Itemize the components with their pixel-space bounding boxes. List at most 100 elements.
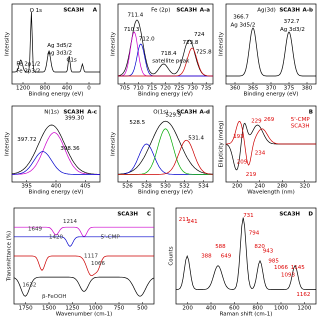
panel-sample: SCA3H	[63, 110, 84, 116]
annotation: 366.7	[233, 14, 249, 20]
annotation: 1632	[22, 282, 36, 288]
curve	[226, 27, 316, 77]
annotation: 5'-CMP	[291, 117, 311, 123]
x-tick-label: 375	[284, 86, 295, 92]
x-tick-label: 320	[300, 184, 311, 190]
annotation: 985	[268, 258, 279, 264]
x-tick-label: 280	[277, 184, 288, 190]
panel-label: A-a	[200, 8, 211, 14]
curve	[117, 120, 214, 175]
annotation: Fe 2p1/2	[16, 62, 40, 68]
x-axis-label: Binding energy (eV)	[29, 92, 84, 98]
x-tick-label: 600	[229, 306, 240, 312]
panel-title: O(1s)	[153, 110, 168, 116]
x-tick-label: 715	[147, 86, 158, 92]
panel-label: A-d	[200, 110, 211, 116]
x-axis-label: Binding energy (eV)	[138, 92, 193, 98]
annotation: 731	[243, 213, 254, 219]
x-tick-label: 405	[80, 184, 91, 190]
annotation: 529.9	[166, 113, 182, 119]
x-tick-label: 500	[137, 306, 148, 312]
x-tick-label: 530	[160, 184, 171, 190]
x-tick-label: 1500	[42, 306, 56, 312]
annotation: 710.3	[124, 27, 140, 33]
x-tick-label: 370	[266, 86, 277, 92]
curve	[13, 276, 155, 297]
panel-label: D	[308, 212, 313, 218]
panel-label: C	[147, 212, 151, 218]
x-tick-label: 750	[114, 306, 125, 312]
x-tick-label: 526	[122, 184, 133, 190]
y-axis-label: Intensity	[219, 31, 225, 56]
annotation: 588	[215, 244, 226, 250]
annotation: 1093	[281, 273, 295, 279]
annotation: 725.8	[196, 50, 212, 56]
annotation: 531.4	[188, 135, 204, 141]
curve	[12, 11, 100, 73]
panel-sample: SCA3H	[63, 8, 84, 14]
x-tick-label: 710	[133, 86, 144, 92]
annotation: Ag 3d5/2	[231, 22, 256, 28]
annotation: 820	[254, 244, 265, 250]
x-axis-label: Raman shift (cm-1)	[220, 312, 273, 318]
annotation: 1066	[274, 265, 288, 271]
panel-label: A-b	[303, 8, 314, 14]
annotation: Ag 3d5/2	[47, 43, 72, 49]
x-tick-label: 800	[40, 86, 51, 92]
x-tick-label: 532	[179, 184, 190, 190]
annotation: 1145	[291, 265, 305, 271]
annotation: 234	[255, 151, 266, 157]
x-tick-label: 1250	[65, 306, 79, 312]
x-axis-label: Wavenumber (cm-1)	[56, 312, 112, 318]
annotation: 399.30	[65, 116, 85, 122]
curve	[14, 255, 154, 276]
annotation: β-FeOOH	[42, 294, 67, 300]
annotation: Ag 3d3/2	[47, 50, 72, 56]
curve	[118, 139, 213, 175]
x-tick-label: 730	[187, 86, 198, 92]
x-tick-label: 1200	[297, 306, 311, 312]
panel-label: A	[93, 8, 98, 14]
annotation: 269	[264, 117, 275, 123]
annotation: 1117	[84, 254, 98, 260]
x-axis-label: Binding energy (eV)	[244, 92, 299, 98]
annotation: 1649	[28, 227, 42, 233]
x-tick-label: 528	[141, 184, 152, 190]
curve	[117, 19, 213, 77]
panel-sample: SCA3H	[176, 110, 197, 116]
panel-frame	[11, 3, 101, 85]
annotation: 718.4	[161, 51, 177, 57]
panel-sample: SCA3H	[279, 8, 300, 14]
x-tick-label: 725	[174, 86, 185, 92]
y-axis-label: Intensity	[5, 131, 11, 156]
x-tick-label: 400	[51, 184, 62, 190]
panel-title: Fe (2p)	[151, 8, 170, 14]
panel-sample: SCA3H	[117, 212, 138, 218]
annotation: 241	[187, 219, 198, 225]
y-axis-label: Counts	[169, 246, 175, 265]
annotation: 388	[201, 254, 212, 260]
curve	[11, 124, 100, 175]
x-tick-label: 400	[62, 86, 73, 92]
curve	[11, 151, 100, 175]
x-tick-label: 365	[248, 86, 259, 92]
x-axis-label: Binding energy (eV)	[29, 190, 84, 196]
annotation: 398.36	[60, 146, 80, 152]
x-axis-label: Binding energy (eV)	[138, 190, 193, 196]
x-tick-label: 1750	[19, 306, 33, 312]
panel-frame	[11, 105, 101, 183]
x-tick-label: 705	[120, 86, 131, 92]
annotation: 724	[194, 32, 205, 38]
panel-label: B	[309, 110, 313, 116]
panel-frame	[175, 207, 317, 305]
annotation: 211	[179, 217, 190, 223]
annotation: 219	[246, 172, 257, 178]
x-tick-label: 534	[198, 184, 209, 190]
y-axis-label: Ellipticity (mdeg)	[219, 121, 225, 168]
annotation: C1s	[67, 58, 77, 64]
annotation: 711.4	[128, 13, 144, 19]
annotation: 528.5	[129, 120, 145, 126]
annotation: 1066	[91, 261, 105, 267]
annotation: Fe 2p3/2	[16, 69, 40, 75]
